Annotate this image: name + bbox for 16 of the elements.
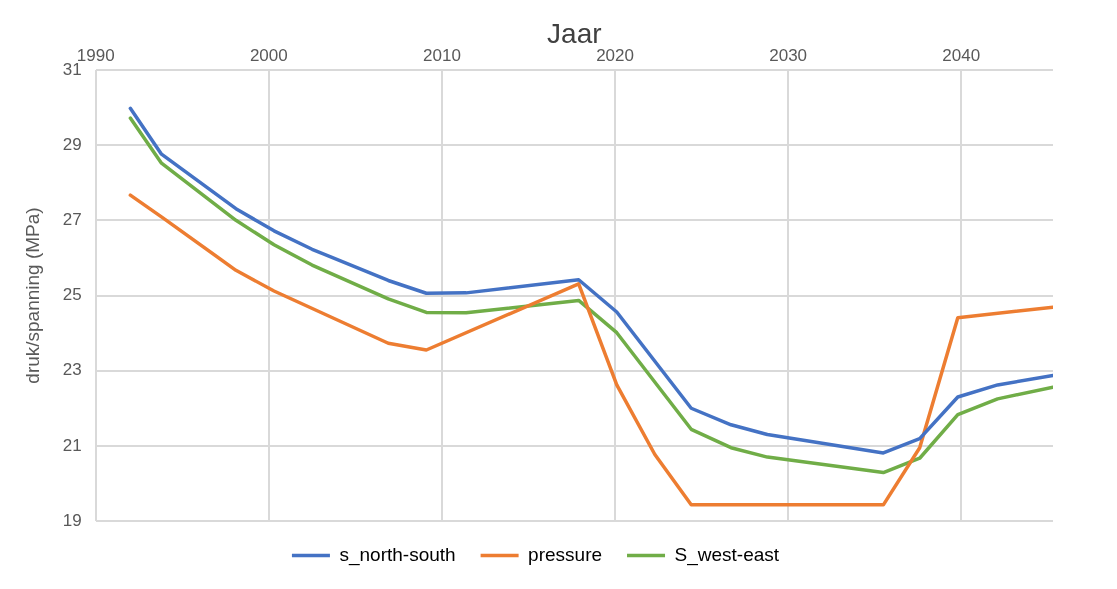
y-tick-label: 19 [62, 510, 82, 530]
x-axis-title: Jaar [547, 17, 602, 49]
y-tick-label: 29 [62, 134, 82, 154]
y-tick-label: 21 [62, 435, 82, 455]
x-tick-label: 2010 [423, 46, 461, 66]
legend-label: pressure [528, 543, 603, 565]
y-tick-label: 23 [62, 360, 82, 380]
legend-label: s_north-south [339, 543, 456, 566]
x-tick-label: 2040 [942, 46, 981, 66]
x-tick-label: 2030 [769, 46, 808, 66]
y-axis-title: druk/spanning (MPa) [21, 207, 43, 384]
y-tick-label: 27 [62, 210, 82, 230]
x-tick-label: 2020 [596, 46, 634, 66]
legend-label: S_west-east [674, 543, 780, 566]
x-tick-label: 2000 [249, 46, 288, 66]
y-tick-label: 25 [62, 285, 82, 305]
